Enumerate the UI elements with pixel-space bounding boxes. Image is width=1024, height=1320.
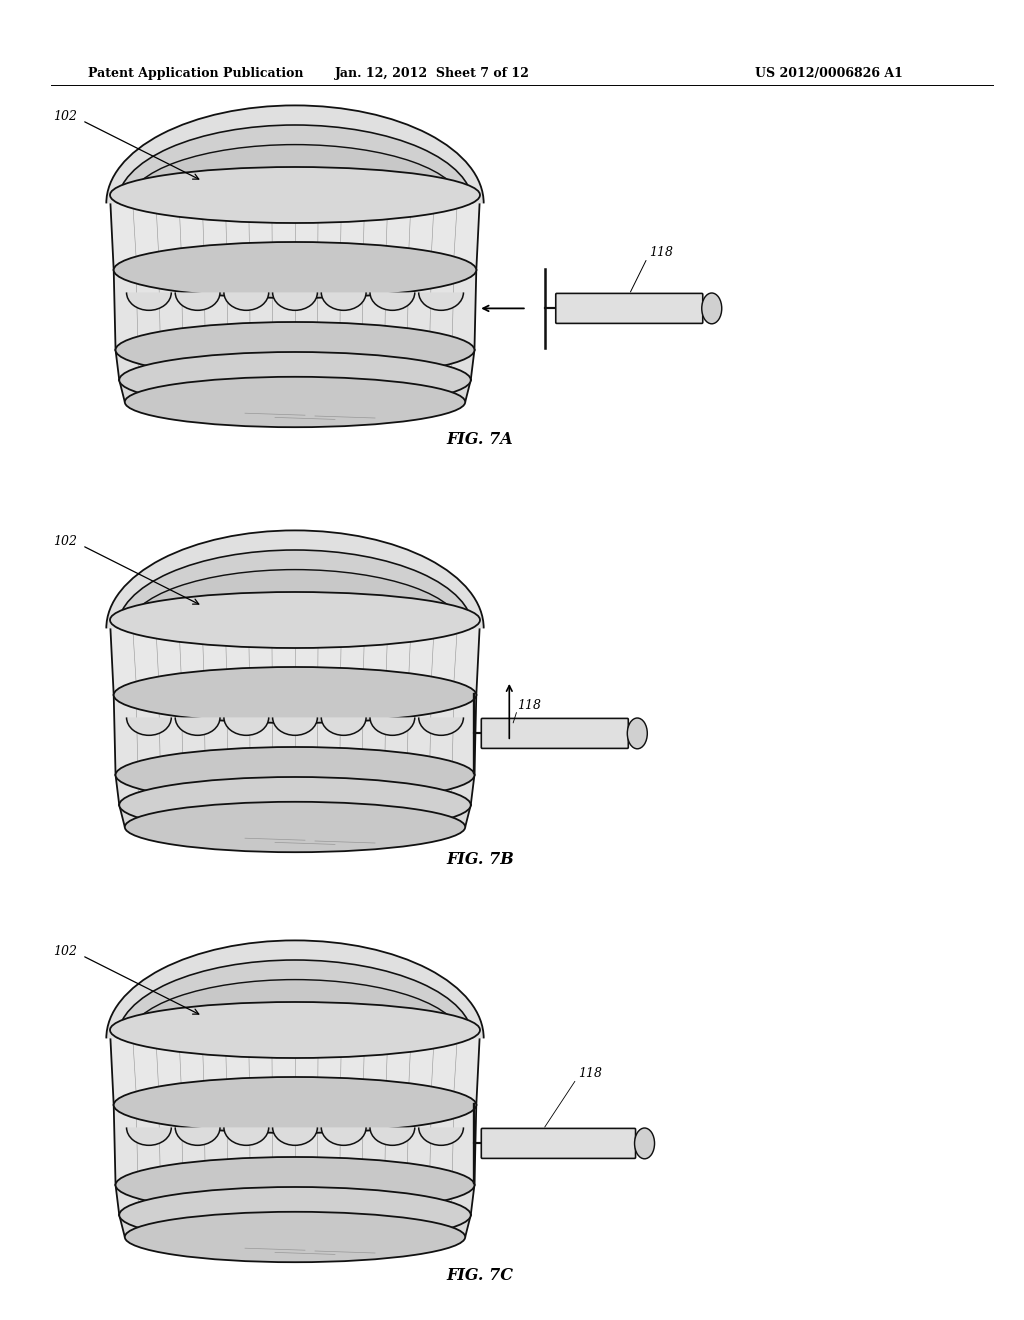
Polygon shape [110, 1030, 480, 1105]
Polygon shape [272, 717, 317, 735]
Polygon shape [128, 570, 462, 628]
Ellipse shape [116, 1158, 474, 1213]
Polygon shape [106, 940, 483, 1039]
Polygon shape [128, 145, 462, 203]
Polygon shape [322, 717, 367, 735]
Polygon shape [370, 717, 415, 735]
Polygon shape [127, 1127, 171, 1146]
Text: FIG. 7C: FIG. 7C [446, 1266, 513, 1283]
Polygon shape [370, 1127, 415, 1146]
Ellipse shape [125, 1212, 465, 1262]
Ellipse shape [701, 293, 722, 323]
Polygon shape [114, 271, 476, 350]
FancyBboxPatch shape [481, 718, 629, 748]
Text: 102: 102 [53, 535, 77, 548]
Polygon shape [119, 380, 471, 403]
Polygon shape [127, 717, 171, 735]
Ellipse shape [119, 352, 471, 408]
Text: FIG. 7A: FIG. 7A [446, 432, 513, 449]
Polygon shape [118, 960, 473, 1039]
Polygon shape [128, 979, 462, 1039]
Polygon shape [116, 1185, 474, 1214]
Polygon shape [224, 293, 268, 310]
Polygon shape [272, 293, 317, 310]
Ellipse shape [125, 376, 465, 428]
FancyBboxPatch shape [481, 1129, 636, 1159]
Polygon shape [106, 106, 483, 203]
Polygon shape [119, 805, 471, 828]
Text: 118: 118 [579, 1067, 602, 1080]
FancyBboxPatch shape [556, 293, 702, 323]
Polygon shape [119, 1214, 471, 1237]
Text: 102: 102 [53, 945, 77, 958]
Polygon shape [110, 195, 480, 271]
Ellipse shape [114, 1077, 476, 1133]
Polygon shape [106, 531, 483, 628]
Polygon shape [118, 125, 473, 203]
Polygon shape [114, 1105, 476, 1185]
Polygon shape [175, 717, 220, 735]
Ellipse shape [635, 1129, 654, 1159]
Ellipse shape [116, 322, 474, 378]
Ellipse shape [628, 718, 647, 748]
Polygon shape [322, 1127, 367, 1146]
Polygon shape [175, 1127, 220, 1146]
Polygon shape [419, 293, 464, 310]
Ellipse shape [110, 168, 480, 223]
Text: Jan. 12, 2012  Sheet 7 of 12: Jan. 12, 2012 Sheet 7 of 12 [335, 67, 529, 81]
Ellipse shape [110, 1002, 480, 1059]
Polygon shape [175, 293, 220, 310]
Polygon shape [322, 293, 367, 310]
Polygon shape [224, 717, 268, 735]
Ellipse shape [114, 242, 476, 298]
Text: FIG. 7B: FIG. 7B [446, 851, 514, 869]
Polygon shape [370, 293, 415, 310]
Text: 118: 118 [517, 700, 542, 713]
Text: 118: 118 [649, 246, 673, 259]
Polygon shape [224, 1127, 268, 1146]
Polygon shape [127, 293, 171, 310]
Polygon shape [116, 775, 474, 805]
Polygon shape [110, 620, 480, 696]
Text: Patent Application Publication: Patent Application Publication [88, 67, 303, 81]
Ellipse shape [125, 801, 465, 853]
Polygon shape [419, 1127, 464, 1146]
Polygon shape [114, 696, 476, 775]
Ellipse shape [114, 667, 476, 723]
Ellipse shape [119, 1187, 471, 1243]
Polygon shape [272, 1127, 317, 1146]
Text: US 2012/0006826 A1: US 2012/0006826 A1 [755, 67, 903, 81]
Ellipse shape [110, 591, 480, 648]
Ellipse shape [119, 777, 471, 833]
Text: 102: 102 [53, 110, 77, 123]
Polygon shape [419, 717, 464, 735]
Polygon shape [116, 350, 474, 380]
Polygon shape [118, 550, 473, 628]
Ellipse shape [116, 747, 474, 803]
